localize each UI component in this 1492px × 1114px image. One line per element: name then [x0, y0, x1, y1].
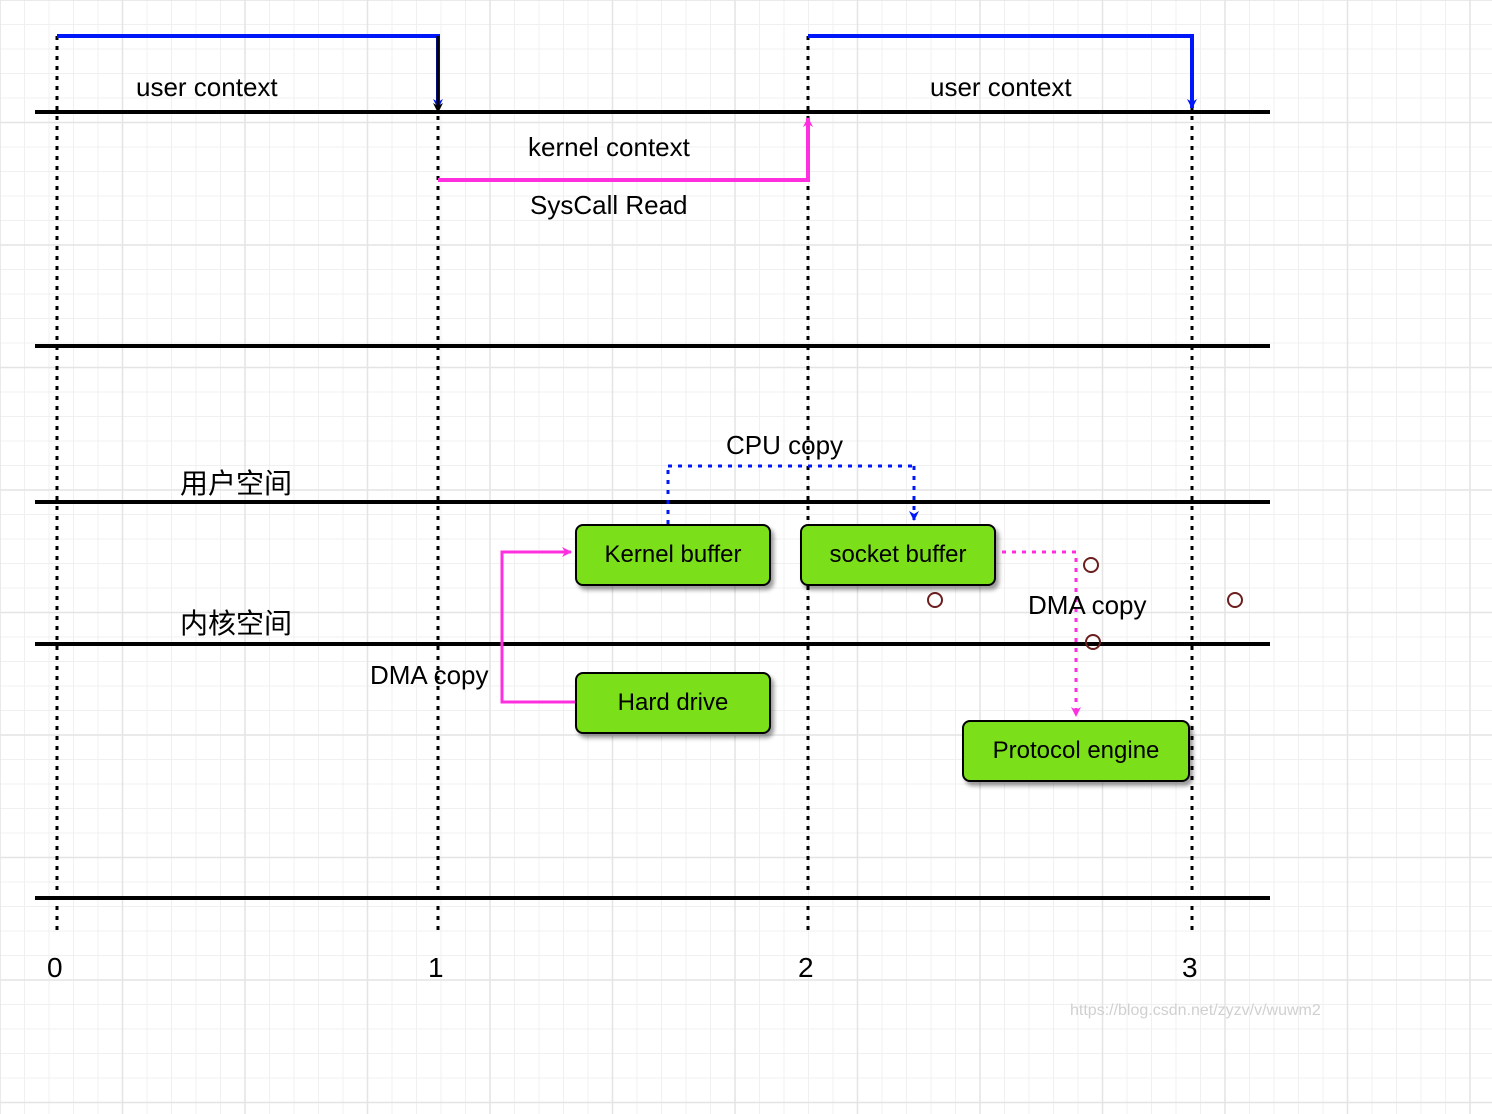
box-protocol-engine: Protocol engine	[962, 720, 1190, 782]
timeline-label-1: 1	[428, 952, 444, 984]
syscall-read: SysCall Read	[530, 190, 688, 221]
user-context-right: user context	[930, 72, 1072, 103]
box-kernel-buffer: Kernel buffer	[575, 524, 771, 586]
dma-copy-right: DMA copy	[1028, 590, 1147, 621]
timeline-label-3: 3	[1182, 952, 1198, 984]
arrow-dma-socket-to-protocol	[992, 552, 1076, 716]
arrow-dma-hard-to-kernel	[502, 552, 575, 702]
box-label-hard-drive: Hard drive	[618, 689, 729, 717]
box-label-socket-buffer: socket buffer	[830, 541, 967, 569]
dma-copy-left: DMA copy	[370, 660, 489, 691]
box-socket-buffer: socket buffer	[800, 524, 996, 586]
box-label-protocol-engine: Protocol engine	[993, 737, 1160, 765]
cpu-copy: CPU copy	[726, 430, 843, 461]
user-space-cn: 用户空间	[180, 462, 292, 502]
user-context-left: user context	[136, 72, 278, 103]
watermark-text: https://blog.csdn.net/zyzv/v/wuwm2	[1070, 1002, 1321, 1020]
kernel-context: kernel context	[528, 132, 690, 163]
timeline-label-2: 2	[798, 952, 814, 984]
timeline-label-0: 0	[47, 952, 63, 984]
box-label-kernel-buffer: Kernel buffer	[605, 541, 742, 569]
kernel-space-cn: 内核空间	[180, 602, 292, 642]
box-hard-drive: Hard drive	[575, 672, 771, 734]
diagram-canvas: 0 1 2 3 user context user context kernel conte…	[0, 0, 1492, 1114]
